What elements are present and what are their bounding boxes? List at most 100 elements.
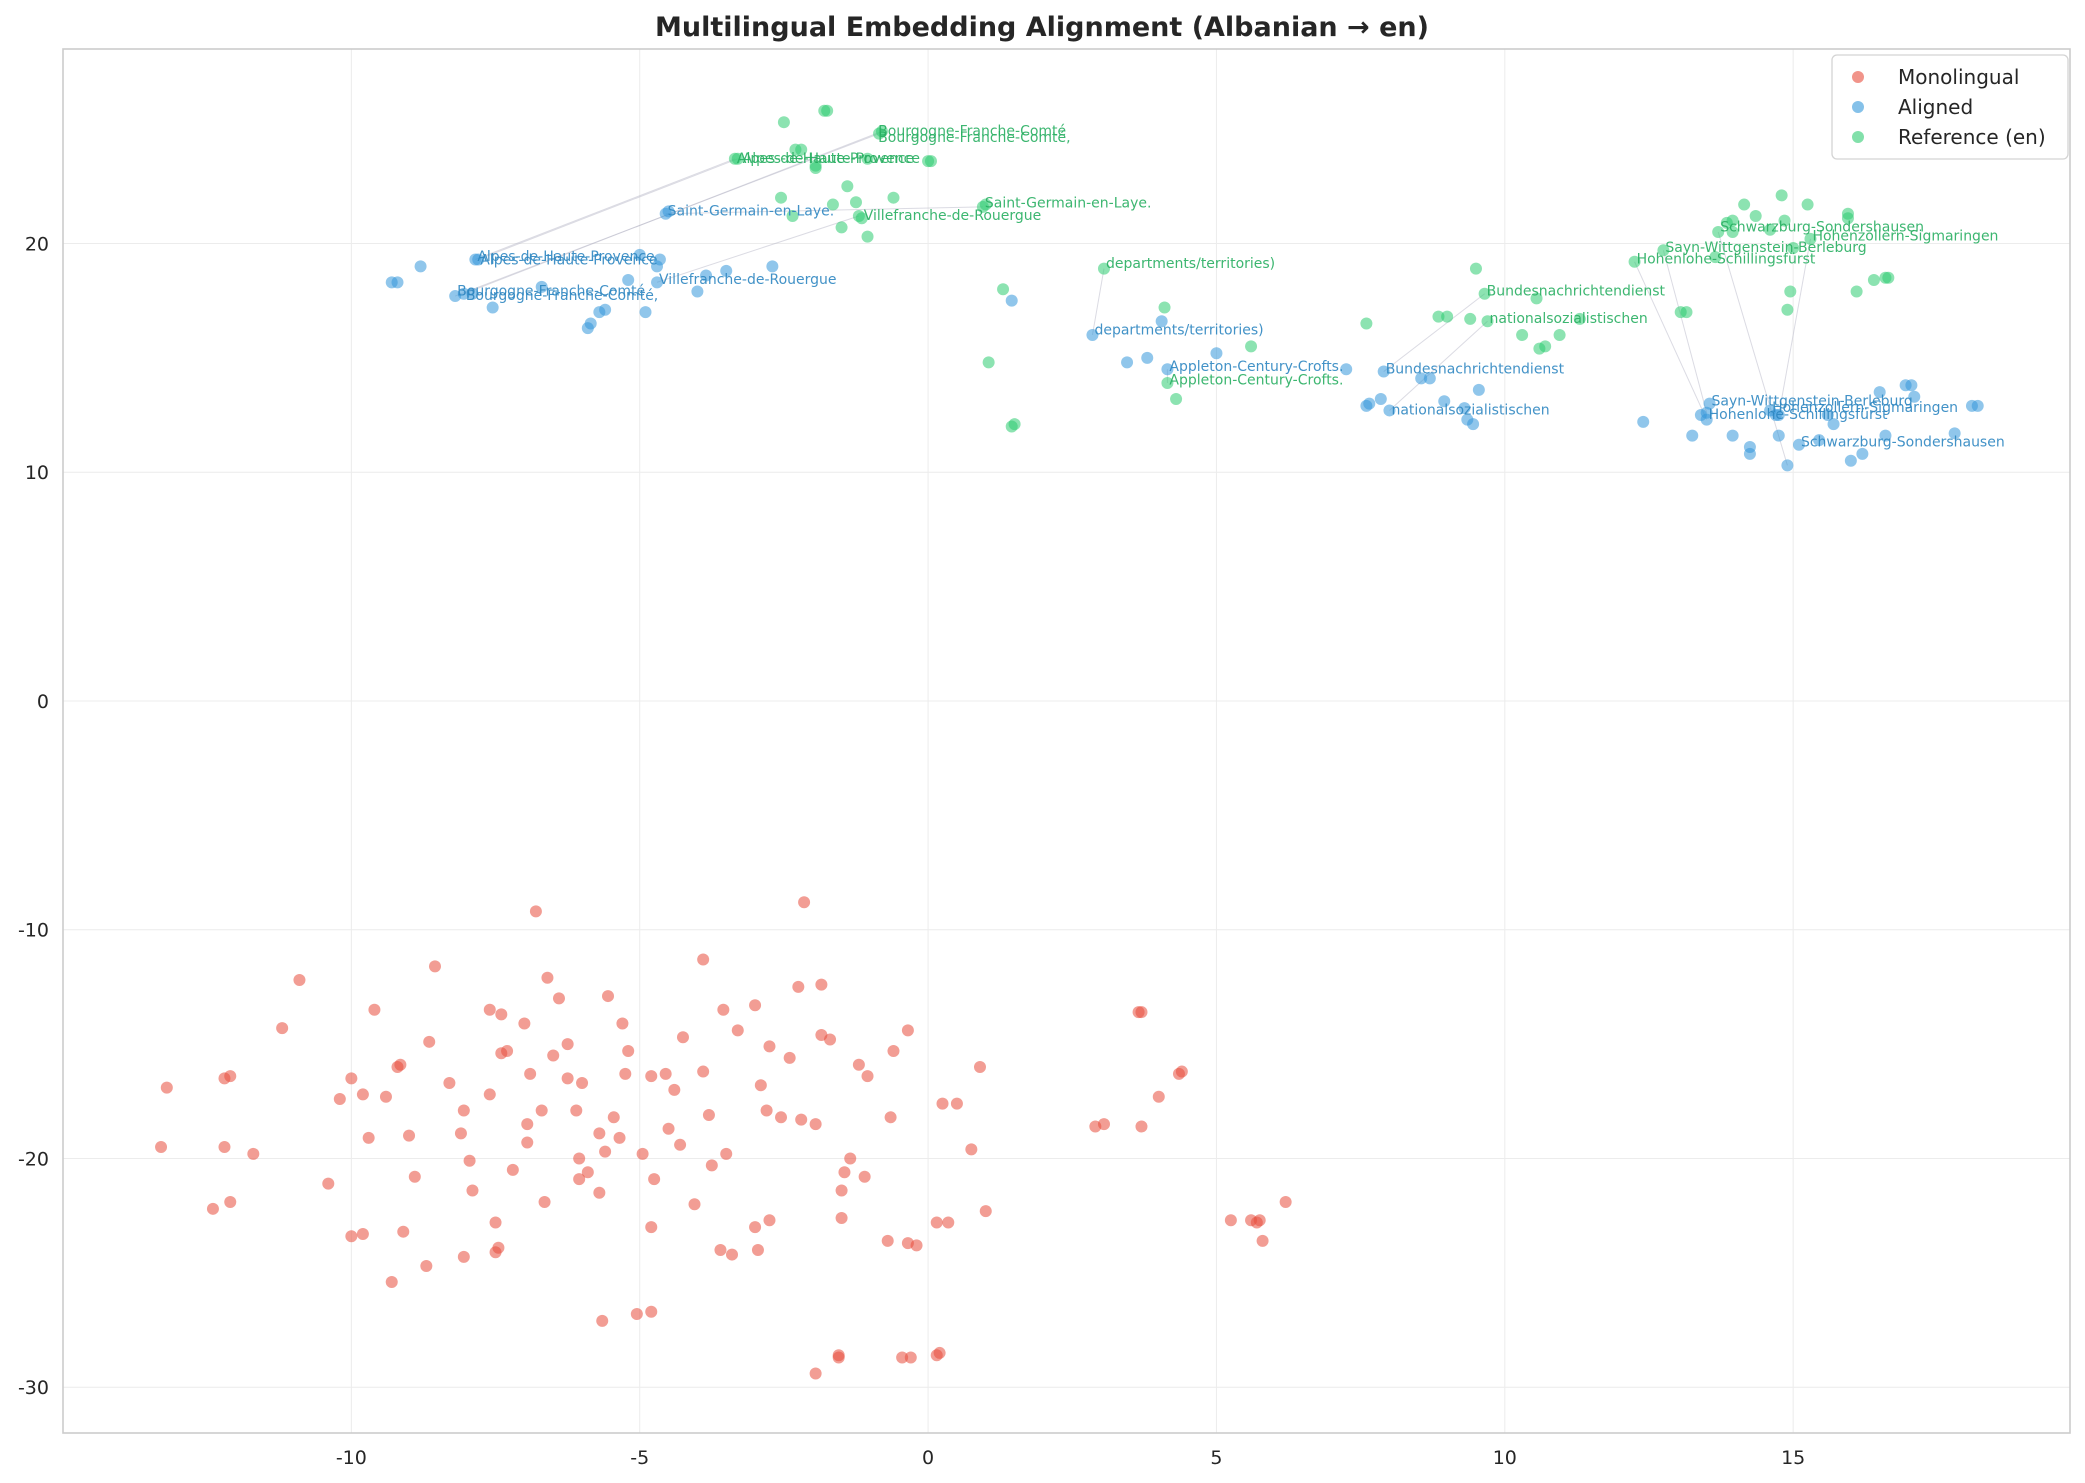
aligned-point	[653, 253, 666, 266]
reference-point	[731, 152, 744, 165]
reference-point	[1738, 198, 1751, 211]
alignment-link	[1634, 261, 1708, 420]
reference-point	[1516, 328, 1529, 341]
monolingual-point	[763, 1040, 776, 1053]
monolingual-point	[218, 1141, 231, 1154]
reference-point	[1657, 244, 1670, 257]
legend-label-reference: Reference (en)	[1898, 125, 2046, 149]
alignment-link	[656, 215, 860, 283]
point-annotation: Saint-Germain-en-Laye.	[668, 203, 835, 219]
monolingual-point	[705, 1159, 718, 1172]
monolingual-point	[524, 1067, 537, 1080]
reference-point	[1464, 312, 1477, 325]
monolingual-point	[973, 1060, 986, 1073]
monolingual-point	[616, 1017, 629, 1030]
reference-point	[1764, 223, 1777, 236]
monolingual-point	[936, 1097, 949, 1110]
y-tick-label: -10	[18, 920, 49, 942]
monolingual-point	[541, 971, 554, 984]
monolingual-point	[385, 1276, 398, 1289]
point-annotation: Schwarzburg-Sondershausen	[1801, 434, 2005, 450]
point-annotation: nationalsozialistischen	[1490, 311, 1648, 327]
monolingual-point	[573, 1152, 586, 1165]
point-annotation: Bundesnachrichtendienst	[1487, 283, 1666, 299]
reference-point	[1804, 232, 1817, 245]
monolingual-point	[423, 1035, 436, 1048]
reference-point	[1573, 312, 1586, 325]
alignment-links	[454, 130, 1811, 466]
monolingual-point	[965, 1143, 978, 1156]
monolingual-point	[648, 1173, 661, 1186]
aligned-point	[1458, 402, 1471, 415]
reference-point	[1481, 315, 1494, 328]
y-tick-label: 0	[37, 691, 49, 713]
monolingual-point	[717, 1003, 730, 1016]
monolingual-point	[457, 1250, 470, 1263]
aligned-point	[466, 287, 479, 300]
monolingual-point	[345, 1072, 358, 1085]
monolingual-point	[731, 1024, 744, 1037]
monolingual-point	[581, 1166, 594, 1179]
x-tick-label: 5	[1210, 1447, 1222, 1469]
monolingual-point	[702, 1109, 715, 1122]
monolingual-point	[630, 1308, 643, 1321]
monolingual-point	[714, 1243, 727, 1256]
aligned-point	[1700, 406, 1713, 419]
aligned-point	[1821, 409, 1834, 422]
aligned-point	[1781, 459, 1794, 472]
aligned-point	[1340, 363, 1353, 376]
aligned-point	[486, 301, 499, 314]
reference-point	[1469, 262, 1482, 275]
monolingual-point	[798, 896, 811, 909]
aligned-point	[414, 260, 427, 273]
monolingual-point	[852, 1058, 865, 1071]
x-tick-label: 10	[1493, 1447, 1517, 1469]
monolingual-point	[1097, 1118, 1110, 1131]
reference-series	[728, 104, 1895, 433]
aligned-point	[1438, 395, 1451, 408]
monolingual-point	[645, 1305, 658, 1318]
reference-point	[1867, 274, 1880, 287]
y-tick-label: -20	[18, 1148, 49, 1170]
reference-point	[786, 209, 799, 222]
monolingual-point	[792, 980, 805, 993]
monolingual-point	[368, 1003, 381, 1016]
aligned-point	[1971, 399, 1984, 412]
point-annotation: Hohenzollern-Sigmaringen	[1772, 400, 1958, 416]
reference-point	[924, 155, 937, 168]
point-annotation: Villefranche-de-Rouergue	[659, 272, 837, 288]
reference-point	[1680, 306, 1693, 319]
monolingual-point	[824, 1033, 837, 1046]
monolingual-point	[356, 1227, 369, 1240]
alignment-link	[1383, 293, 1485, 372]
monolingual-point	[697, 953, 710, 966]
aligned-point	[1844, 454, 1857, 467]
monolingual-point	[1253, 1214, 1266, 1227]
reference-point	[1245, 340, 1258, 353]
aligned-point	[639, 306, 652, 319]
point-annotation: Bourgogne-Franche-Comté,	[878, 130, 1070, 146]
monolingual-point	[224, 1070, 237, 1083]
monolingual-point	[760, 1104, 773, 1117]
monolingual-point	[1224, 1214, 1237, 1227]
reference-point	[1749, 209, 1762, 222]
reference-point	[1170, 393, 1183, 406]
x-tick-label: -10	[336, 1447, 367, 1469]
aligned-point	[584, 317, 597, 330]
monolingual-point	[754, 1079, 767, 1092]
aligned-point	[1856, 447, 1869, 460]
monolingual-point	[795, 1113, 808, 1126]
aligned-point	[1415, 372, 1428, 385]
monolingual-point	[607, 1111, 620, 1124]
monolingual-point	[720, 1147, 733, 1160]
reference-point	[982, 356, 995, 369]
monolingual-point	[593, 1127, 606, 1140]
monolingual-point	[645, 1070, 658, 1083]
monolingual-point	[501, 1044, 514, 1057]
monolingual-point	[356, 1088, 369, 1101]
x-tick-label: 15	[1781, 1447, 1805, 1469]
monolingual-point	[293, 974, 306, 987]
alignment-link	[475, 158, 736, 260]
monolingual-point	[979, 1205, 992, 1218]
monolingual-point	[809, 1118, 822, 1131]
